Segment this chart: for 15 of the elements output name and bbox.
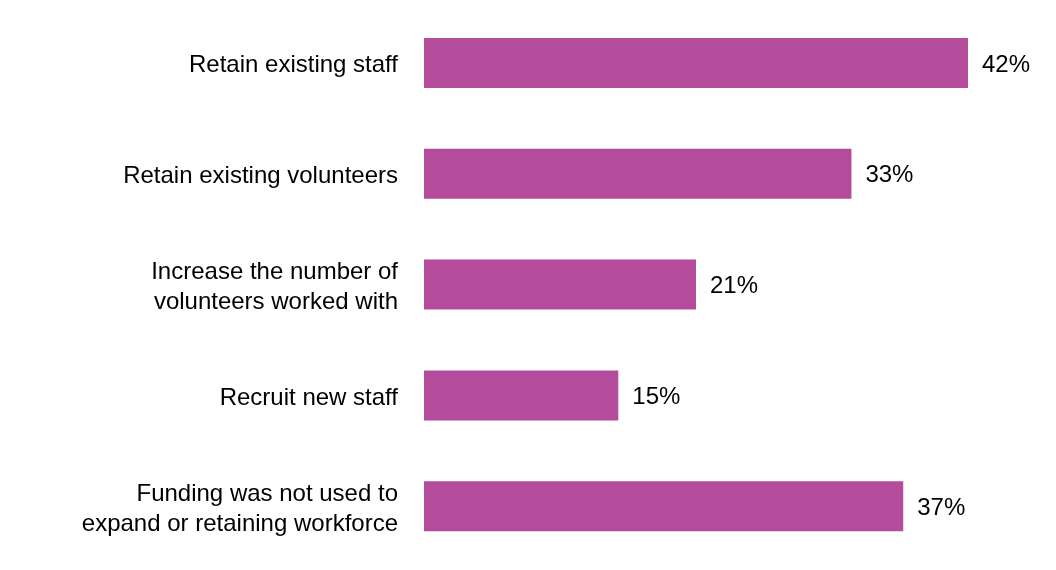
data-label: 21%: [710, 271, 759, 299]
data-label: 37%: [917, 492, 966, 520]
bar: [424, 481, 904, 532]
y-tick-label: Retain existing volunteers: [123, 160, 398, 188]
bar: [424, 259, 696, 310]
data-label: 33%: [865, 160, 914, 188]
data-label: 15%: [632, 381, 681, 409]
bar: [424, 38, 968, 88]
y-tick-label: Funding was not used to expand or retaining workforce: [81, 478, 398, 536]
bar: [424, 370, 619, 421]
y-tick-label: Retain existing staff: [188, 49, 399, 77]
y-tick-label: Recruit new staff: [219, 382, 399, 410]
data-label: 42%: [982, 49, 1031, 77]
y-tick-label: Increase the number of volunteers worked with: [151, 256, 399, 314]
bar: [424, 148, 852, 199]
